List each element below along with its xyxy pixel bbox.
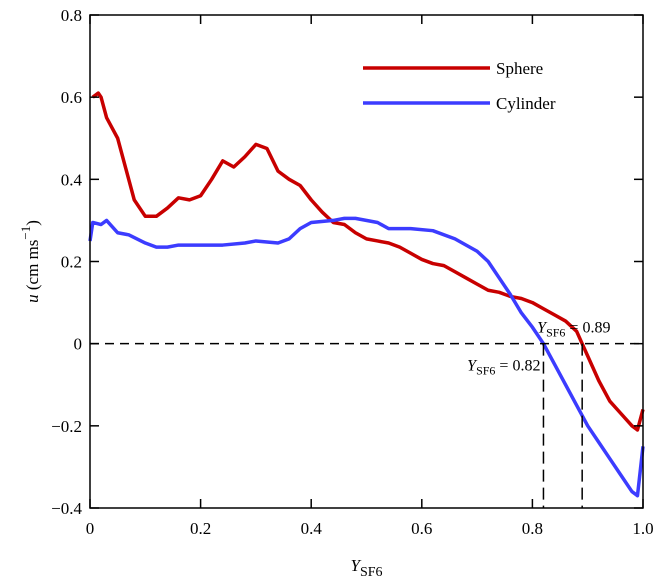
annotation: YSF6 = 0.89	[537, 320, 610, 340]
y-label-sup: −1	[18, 226, 33, 240]
data-line	[88, 216, 645, 498]
annotation: YSF6 = 0.82	[467, 358, 540, 378]
y-tick-label: 0.2	[61, 253, 82, 272]
x-tick-label: 0.8	[522, 519, 543, 538]
x-tick-label: 0.4	[301, 519, 323, 538]
y-tick-label: 0.8	[61, 6, 82, 25]
legend-label: Cylinder	[496, 94, 556, 113]
y-label-main: u	[23, 294, 42, 303]
x-tick-label: 0	[86, 519, 95, 538]
x-tick-label: 0.6	[411, 519, 432, 538]
x-label-main: Y	[350, 556, 361, 575]
x-tick-label: 0.2	[190, 519, 211, 538]
y-label-close: )	[23, 220, 42, 226]
annotation-text: = 0.89	[565, 320, 610, 337]
x-label-sub: SF6	[360, 565, 383, 580]
data-line	[91, 91, 645, 432]
plot-frame	[89, 14, 644, 509]
y-label-unit: (cm ms	[23, 240, 42, 295]
annotation-symbol: Y	[537, 320, 548, 337]
annotation-sub: SF6	[546, 326, 565, 340]
annotation-sub: SF6	[476, 364, 495, 378]
x-axis-label: YSF6	[350, 556, 382, 580]
y-tick-label: 0	[74, 335, 83, 354]
annotation-symbol: Y	[467, 358, 478, 375]
y-tick-label: −0.2	[51, 417, 82, 436]
legend-label: Sphere	[496, 59, 543, 78]
y-tick-label: −0.4	[51, 499, 82, 518]
x-tick-label: 1.0	[632, 519, 653, 538]
annotation-text: = 0.82	[495, 358, 540, 375]
y-axis-label: u (cm ms−1)	[18, 220, 42, 303]
y-tick-label: 0.6	[61, 88, 82, 107]
y-tick-label: 0.4	[61, 170, 83, 189]
